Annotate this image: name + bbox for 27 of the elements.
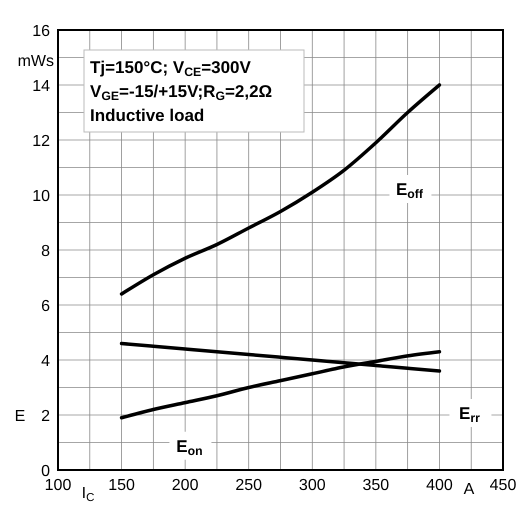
y-tick-label: 2	[41, 408, 50, 425]
y-tick-label: 8	[41, 243, 50, 260]
y-tick-label: 0	[41, 463, 50, 480]
y-axis-title: E	[14, 408, 26, 425]
x-tick-label: 200	[172, 477, 199, 494]
text: mWs	[18, 53, 54, 70]
x-tick-label: 300	[298, 477, 326, 494]
x-tick-label: 150	[108, 477, 136, 494]
y-tick-label: 10	[32, 188, 50, 205]
y-tick-label: 4	[41, 353, 50, 370]
x-axis-title: I$_{C}$	[82, 485, 94, 504]
text: A	[464, 481, 475, 498]
x-tick-label: 400	[426, 477, 453, 494]
text: E$_{off}$	[396, 180, 424, 201]
y-tick-label: 16	[32, 23, 50, 40]
annotation: Inductive load	[90, 106, 204, 125]
x-tick-label: 450	[490, 477, 516, 494]
x-tick-label: 100	[44, 477, 72, 494]
y-tick-label: 6	[41, 298, 50, 315]
x-tick-label: 250	[235, 477, 262, 494]
series-label: E$_{on}$	[176, 436, 203, 458]
y-tick-label: 12	[32, 133, 50, 150]
y-tick-label: 14	[32, 78, 50, 95]
x-tick-label: 350	[362, 477, 390, 494]
text: E$_{rr}$	[458, 404, 480, 425]
annotation: Tj=150°C; V$_{CE}$=300V	[90, 58, 252, 79]
annotation: V$_{GE}$=-15/+15V;R$_{G}$=2,2Ω	[90, 82, 272, 103]
